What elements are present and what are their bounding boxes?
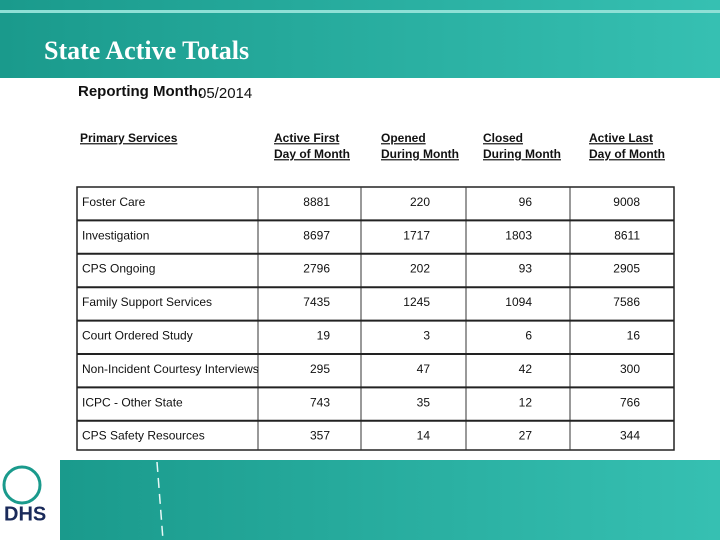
footer-line: [156, 461, 164, 540]
cell-value: 8881: [303, 195, 330, 209]
cell-value: 2796: [303, 262, 330, 276]
cell-value: 295: [310, 362, 330, 376]
cell-value: 300: [620, 362, 640, 376]
table-border: [76, 186, 675, 451]
column-header: Day of Month: [274, 147, 350, 161]
column-header: Active Last: [589, 131, 653, 145]
cell-value: 7586: [613, 295, 640, 309]
row-label: Non-Incident Courtesy Interviews: [82, 362, 259, 376]
cell-value: 35: [417, 395, 431, 409]
cell-value: 2905: [613, 262, 640, 276]
cell-value: 357: [310, 429, 330, 443]
table: Primary Services Active First Day of Month…: [76, 131, 675, 451]
logo-text: DHS: [4, 503, 46, 525]
cell-value: 1803: [505, 228, 532, 242]
cell-value: 743: [310, 395, 330, 409]
cell-value: 16: [627, 328, 641, 342]
cell-value: 3: [423, 328, 430, 342]
column-header: Closed: [483, 131, 523, 145]
cell-value: 202: [410, 262, 430, 276]
cell-value: 8697: [303, 228, 330, 242]
cell-value: 47: [417, 362, 431, 376]
column-header: Primary Services: [80, 131, 178, 145]
cell-value: 220: [410, 195, 430, 209]
cell-value: 27: [519, 429, 533, 443]
cell-value: 42: [519, 362, 533, 376]
cell-value: 96: [519, 195, 533, 209]
row-label: CPS Safety Resources: [82, 429, 205, 443]
cell-value: 766: [620, 395, 640, 409]
cell-value: 7435: [303, 295, 330, 309]
row-label: Foster Care: [82, 195, 146, 209]
cell-value: 19: [317, 328, 331, 342]
report-month: 05/2014: [198, 85, 252, 102]
cell-value: 12: [519, 395, 533, 409]
row-label: Family Support Services: [82, 295, 212, 309]
column-header: During Month: [483, 147, 561, 161]
report-label: Reporting Month:: [78, 83, 203, 100]
cell-value: 1717: [403, 228, 430, 242]
cell-value: 1094: [505, 295, 532, 309]
column-header: During Month: [381, 147, 459, 161]
row-label: Court Ordered Study: [82, 328, 193, 342]
cell-value: 9008: [613, 195, 640, 209]
cell-value: 344: [620, 429, 640, 443]
cell-value: 6: [525, 328, 532, 342]
cell-value: 8611: [614, 228, 640, 242]
cell-value: 1245: [403, 295, 430, 309]
column-header: Active First: [274, 131, 339, 145]
row-label: CPS Ongoing: [82, 262, 155, 276]
row-label: ICPC - Other State: [82, 395, 183, 409]
column-header: Day of Month: [589, 147, 665, 161]
cell-value: 93: [519, 262, 533, 276]
slide-title: State Active Totals: [44, 36, 249, 65]
header-stripe: [0, 10, 720, 13]
cell-value: 14: [417, 429, 431, 443]
row-label: Investigation: [82, 228, 149, 242]
column-header: Opened: [381, 131, 426, 145]
footer-band: [60, 460, 720, 540]
logo-seal: [2, 465, 42, 505]
